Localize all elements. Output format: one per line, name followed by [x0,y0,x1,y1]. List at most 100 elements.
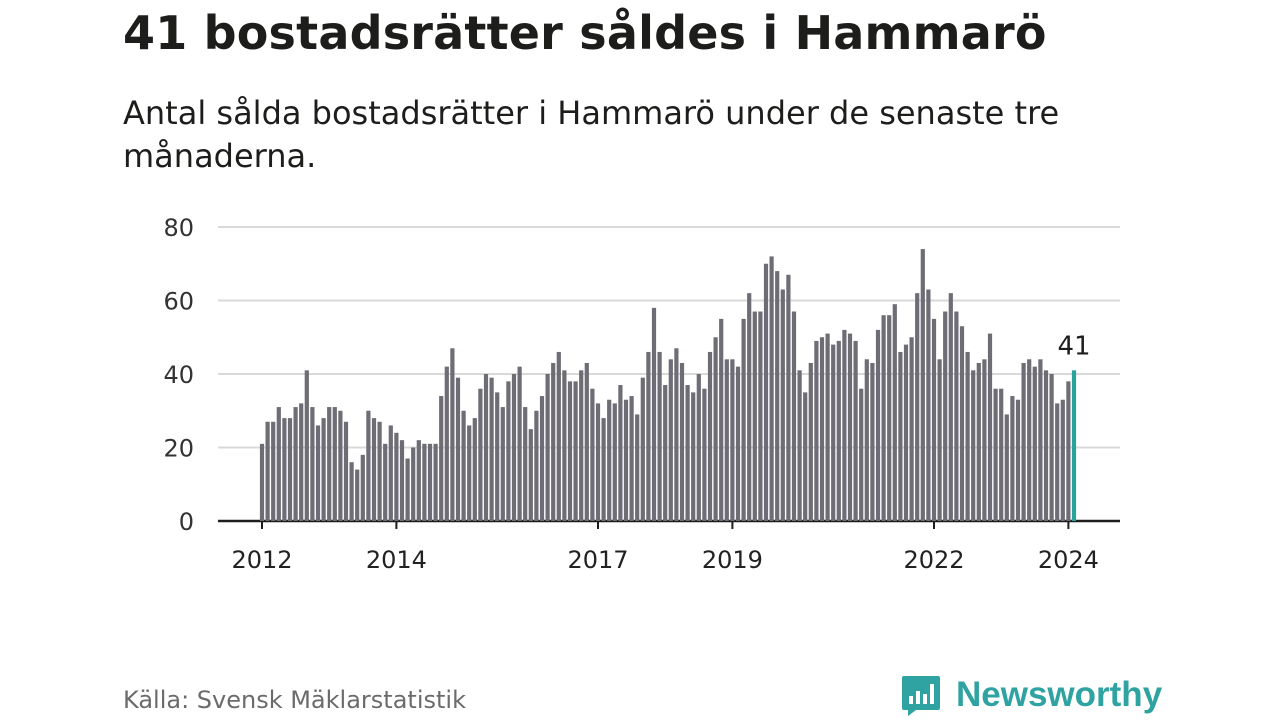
bar [483,374,489,521]
bar [1055,403,1060,521]
bar [999,388,1004,521]
x-tick-label: 2012 [231,546,292,574]
bar-highlight [1071,370,1077,521]
bar [1049,374,1054,521]
bar [926,289,931,521]
brand-logo[interactable]: Newsworthy [900,670,1162,720]
bar [937,359,942,521]
bar [366,410,371,521]
bar [259,443,265,521]
bar [803,392,808,522]
bar [500,407,505,521]
bar [780,289,785,521]
bar [556,351,561,521]
bar [332,407,337,521]
bar [646,351,651,521]
bar [545,374,550,521]
bar [959,326,965,521]
bar [797,370,802,521]
bar [601,418,606,521]
bar [573,381,578,521]
bar [321,418,326,521]
bar [853,340,858,521]
bar [987,333,993,521]
bar [741,318,746,522]
x-axis-ticks: 2012 2014 2017 2019 2022 2024 [231,521,1099,574]
bar [495,392,500,522]
x-tick-label: 2022 [903,546,964,574]
bar [724,359,729,521]
bar [915,293,920,521]
bar [539,396,545,521]
bar [814,340,819,521]
chart-title: 41 bostadsrätter såldes i Hammarö [123,6,1047,60]
bar [612,403,617,521]
bar [635,414,640,521]
bar [909,337,914,521]
bar [679,362,685,521]
bar [898,351,903,521]
y-tick-label: 20 [163,435,194,463]
bar [775,271,780,521]
bar [971,370,976,521]
bar [825,333,830,521]
bar [467,425,472,521]
bar [892,304,897,521]
bar [1010,396,1015,521]
bar [327,407,332,521]
bar [674,348,679,521]
bar [623,399,629,521]
bar [562,370,567,521]
bar [903,344,909,521]
bar [735,366,741,521]
bar [551,362,556,521]
bar [377,421,382,521]
bar [618,385,623,521]
bar [730,359,735,521]
bar [343,421,349,521]
bar [663,385,668,521]
bar [310,407,315,521]
y-tick-label: 0 [179,508,194,536]
bar [265,421,270,521]
bar [511,374,517,521]
bar [567,381,573,521]
bar [1066,381,1071,521]
bar [747,293,752,521]
bar [1015,399,1021,521]
bar [607,399,612,521]
y-axis-ticks: 0 20 40 60 80 [163,214,194,536]
bar [668,359,673,521]
bar [713,337,718,521]
bar [383,443,388,521]
y-tick-label: 60 [163,288,194,316]
bar [842,329,847,521]
bar [388,425,393,521]
bar [943,311,948,521]
bar [954,311,959,521]
bar [864,359,869,521]
bar [506,381,511,521]
bars [259,249,1077,522]
bar [640,377,645,521]
bar [685,385,690,521]
bar [349,462,354,521]
bar [455,377,461,521]
bar [517,366,522,521]
bar [450,348,455,521]
bar [993,388,998,521]
bar [355,469,360,521]
bar [702,388,707,521]
bar [1021,362,1026,521]
bar [461,410,466,521]
bar [299,403,304,521]
bar [875,329,881,521]
bar [881,315,886,521]
newsworthy-logo-icon [902,676,940,716]
bar [965,351,970,521]
bar [528,429,533,522]
bar [707,351,713,521]
last-value-label: 41 [1057,331,1090,361]
bar [304,370,309,521]
bar [472,418,477,521]
